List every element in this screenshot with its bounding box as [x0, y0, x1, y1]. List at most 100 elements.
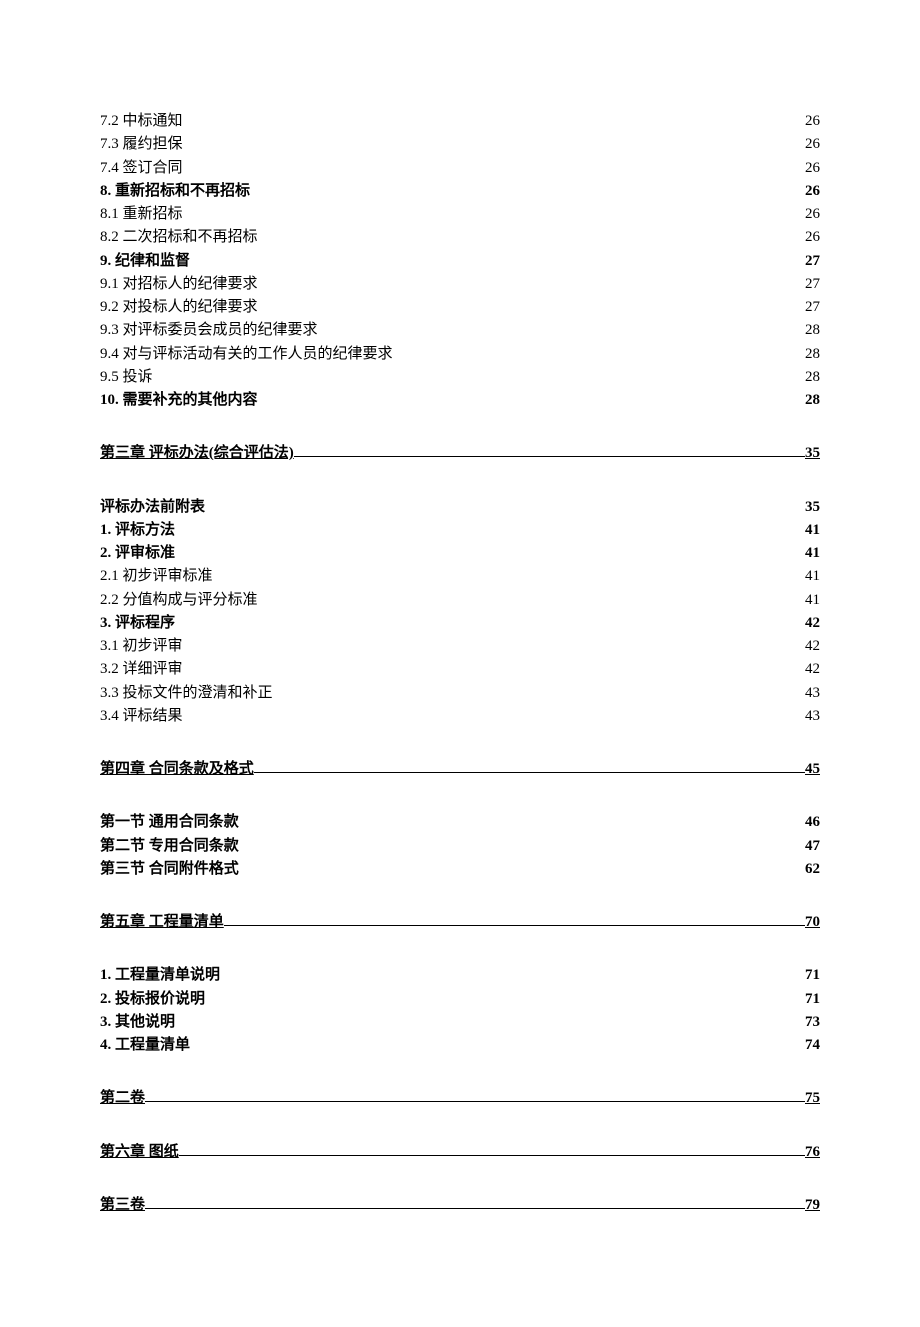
toc-entry-page: 47: [797, 835, 820, 858]
toc-entry-page: 41: [797, 589, 820, 612]
toc-entry-label: 3.1 初步评审: [100, 635, 183, 658]
toc-entry: 10. 需要补充的其他内容 28: [100, 389, 820, 412]
toc-entry: 3. 评标程序42: [100, 612, 820, 635]
toc-entry-page: 42: [797, 635, 820, 658]
toc-heading-page: 35: [805, 442, 820, 465]
toc-entry-label: 4. 工程量清单: [100, 1034, 190, 1057]
toc-entry: 2. 评审标准 41: [100, 542, 820, 565]
toc-chapter-heading: 第三卷79: [100, 1194, 820, 1217]
toc-entry-page: 42: [797, 658, 820, 681]
table-of-contents: 7.2 中标通知 26 7.3 履约担保 26 7.4 签订合同 26 8. 重新招标和不再…: [100, 110, 820, 1217]
toc-entry: 9.3 对评标委员会成员的纪律要求 28: [100, 319, 820, 342]
toc-entry-page: 71: [797, 988, 820, 1011]
toc-entry-page: 26: [797, 180, 820, 203]
toc-entry: 2. 投标报价说明 71: [100, 988, 820, 1011]
toc-entry: 第二节 专用合同条款 47: [100, 835, 820, 858]
toc-entry-label: 2. 评审标准: [100, 542, 175, 565]
toc-entry: 1. 评标方法 41: [100, 519, 820, 542]
toc-entry-page: 26: [797, 157, 820, 180]
toc-heading-underline: [224, 925, 805, 926]
toc-entry: 9.4 对与评标活动有关的工作人员的纪律要求 28: [100, 343, 820, 366]
toc-entry-label: 9.1 对招标人的纪律要求: [100, 273, 258, 296]
toc-chapter-heading: 第六章 图纸76: [100, 1141, 820, 1164]
toc-entry-label: 2.1 初步评审标准: [100, 565, 213, 588]
toc-entry: 1. 工程量清单说明 71: [100, 964, 820, 987]
toc-entry: 2.1 初步评审标准41: [100, 565, 820, 588]
toc-entry-page: 26: [797, 203, 820, 226]
toc-chapter-heading: 第三章 评标办法(综合评估法)35: [100, 442, 820, 465]
toc-entry: 4. 工程量清单74: [100, 1034, 820, 1057]
toc-entry: 9.1 对招标人的纪律要求27: [100, 273, 820, 296]
toc-chapter-heading: 第五章 工程量清单70: [100, 911, 820, 934]
toc-heading-underline: [145, 1101, 805, 1102]
toc-entry-label: 9.2 对投标人的纪律要求: [100, 296, 258, 319]
toc-entry-label: 7.3 履约担保: [100, 133, 183, 156]
toc-entry: 3. 其他说明73: [100, 1011, 820, 1034]
toc-entry-page: 28: [797, 343, 820, 366]
toc-entry-page: 26: [797, 110, 820, 133]
toc-entry: 7.2 中标通知 26: [100, 110, 820, 133]
toc-heading-label: 第二卷: [100, 1087, 145, 1110]
toc-entry-page: 71: [797, 964, 820, 987]
toc-heading-underline: [145, 1208, 805, 1209]
toc-entry-label: 1. 评标方法: [100, 519, 175, 542]
toc-entry-page: 41: [797, 519, 820, 542]
toc-entry-label: 2. 投标报价说明: [100, 988, 205, 1011]
toc-entry: 第一节 通用合同条款 46: [100, 811, 820, 834]
toc-entry: 3.3 投标文件的澄清和补正 43: [100, 682, 820, 705]
toc-chapter-heading: 第四章 合同条款及格式 45: [100, 758, 820, 781]
toc-entry: 评标办法前附表 35: [100, 496, 820, 519]
toc-entry-label: 3.4 评标结果: [100, 705, 183, 728]
toc-entry: 2.2 分值构成与评分标准 41: [100, 589, 820, 612]
toc-heading-page: 79: [805, 1194, 820, 1217]
toc-entry-label: 7.4 签订合同: [100, 157, 183, 180]
toc-entry-page: 28: [797, 319, 820, 342]
toc-entry-page: 26: [797, 133, 820, 156]
toc-entry-page: 73: [797, 1011, 820, 1034]
toc-entry: 7.4 签订合同 26: [100, 157, 820, 180]
toc-entry-label: 10. 需要补充的其他内容: [100, 389, 258, 412]
toc-heading-page: 76: [805, 1141, 820, 1164]
toc-entry-page: 35: [797, 496, 820, 519]
toc-entry: 3.4 评标结果 43: [100, 705, 820, 728]
toc-heading-underline: [179, 1155, 805, 1156]
toc-entry-page: 26: [797, 226, 820, 249]
toc-heading-underline: [294, 456, 805, 457]
toc-chapter-heading: 第二卷 75: [100, 1087, 820, 1110]
toc-entry-page: 42: [797, 612, 820, 635]
toc-entry-label: 3.3 投标文件的澄清和补正: [100, 682, 273, 705]
toc-entry-label: 7.2 中标通知: [100, 110, 183, 133]
toc-entry-label: 2.2 分值构成与评分标准: [100, 589, 258, 612]
toc-entry-page: 27: [797, 296, 820, 319]
toc-heading-underline: [254, 772, 805, 773]
toc-entry-page: 41: [797, 542, 820, 565]
toc-heading-label: 第五章 工程量清单: [100, 911, 224, 934]
toc-entry: 9.2 对投标人的纪律要求 27: [100, 296, 820, 319]
toc-entry-label: 9.5 投诉: [100, 366, 153, 389]
toc-entry-label: 9.4 对与评标活动有关的工作人员的纪律要求: [100, 343, 393, 366]
toc-entry-label: 1. 工程量清单说明: [100, 964, 220, 987]
toc-entry: 第三节 合同附件格式62: [100, 858, 820, 881]
toc-entry: 3.1 初步评审 42: [100, 635, 820, 658]
toc-entry-label: 第一节 通用合同条款: [100, 811, 239, 834]
toc-heading-page: 75: [805, 1087, 820, 1110]
toc-entry: 8.1 重新招标 26: [100, 203, 820, 226]
toc-entry: 8.2 二次招标和不再招标26: [100, 226, 820, 249]
toc-heading-label: 第四章 合同条款及格式: [100, 758, 254, 781]
toc-entry-page: 27: [797, 250, 820, 273]
toc-entry-label: 8. 重新招标和不再招标: [100, 180, 250, 203]
toc-entry-label: 第二节 专用合同条款: [100, 835, 239, 858]
toc-entry-page: 46: [797, 811, 820, 834]
toc-entry-label: 3.2 详细评审: [100, 658, 183, 681]
toc-entry-page: 28: [797, 366, 820, 389]
toc-entry-label: 评标办法前附表: [100, 496, 205, 519]
toc-entry-page: 43: [797, 705, 820, 728]
toc-entry-label: 第三节 合同附件格式: [100, 858, 239, 881]
toc-heading-page: 45: [805, 758, 820, 781]
toc-entry-label: 8.1 重新招标: [100, 203, 183, 226]
toc-entry-page: 28: [797, 389, 820, 412]
toc-entry: 7.3 履约担保 26: [100, 133, 820, 156]
toc-entry-label: 9.3 对评标委员会成员的纪律要求: [100, 319, 318, 342]
toc-entry-label: 9. 纪律和监督: [100, 250, 190, 273]
toc-entry-page: 43: [797, 682, 820, 705]
